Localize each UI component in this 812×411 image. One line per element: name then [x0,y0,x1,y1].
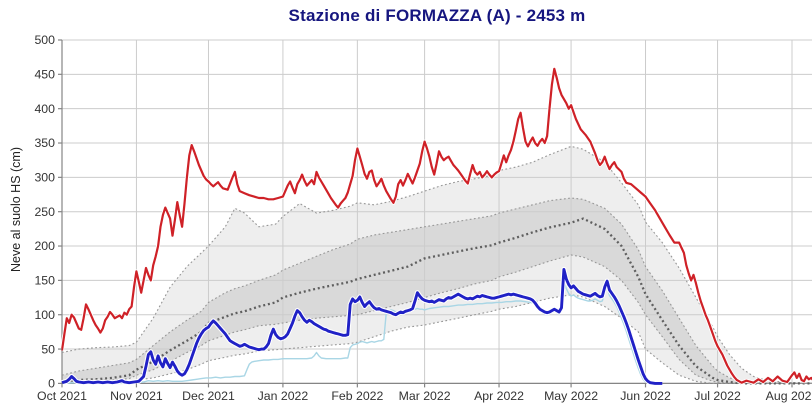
y-tick-label: 400 [34,102,55,116]
red-max-line [60,67,812,384]
x-tick-label: Jan 2022 [258,389,309,403]
x-tick-label: Feb 2022 [331,389,383,403]
data-series [60,66,812,386]
y-tick-label: 0 [48,377,55,391]
x-tick-label: Dec 2021 [182,389,235,403]
y-tick-label: 100 [34,308,55,322]
percentile-bands [62,146,812,384]
y-tick-label: 350 [34,136,55,150]
y-tick-label: 150 [34,274,55,288]
y-tick-label: 300 [34,171,55,185]
x-tick-label: Jul 2022 [694,389,741,403]
y-axis-title: Neve al suolo HS (cm) [9,146,23,273]
y-tick-label: 50 [41,342,55,356]
x-tick-label: Apr 2022 [474,389,524,403]
chart-title: Stazione di FORMAZZA (A) - 2453 m [288,6,586,25]
blue-current-line [61,267,663,385]
axis-ticks [58,39,793,388]
y-tick-label: 250 [34,205,55,219]
x-tick-label: Aug 2022 [766,389,812,403]
x-tick-label: May 2022 [544,389,598,403]
x-axis-labels: Oct 2021 Nov 2021 Dec 2021 Jan 2022 Feb 2022… [37,389,812,403]
x-tick-label: Mar 2022 [399,389,451,403]
inner-band [62,198,812,384]
y-tick-label: 450 [34,68,55,82]
x-tick-label: Oct 2021 [37,389,87,403]
x-tick-label: Nov 2021 [110,389,163,403]
y-tick-label: 200 [34,239,55,253]
x-tick-label: Jun 2022 [620,389,671,403]
y-axis-labels: 0 50 100 150 200 250 300 350 400 450 500 [34,33,55,390]
y-tick-label: 500 [34,33,55,47]
